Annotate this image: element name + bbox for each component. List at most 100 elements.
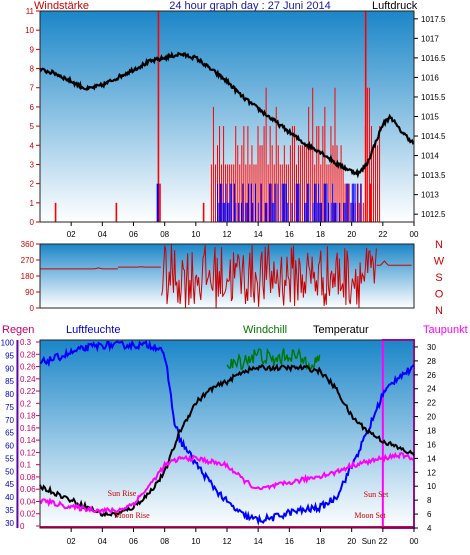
temp-x-tick-label: 22 — [378, 537, 387, 546]
wind-bar — [340, 145, 342, 222]
temperature-tick-label: 20 — [427, 413, 436, 422]
pressure-tick-label: 1015 — [421, 113, 439, 122]
gust-bar — [242, 183, 244, 222]
wind-bar — [275, 106, 277, 222]
gust-bar — [218, 202, 220, 222]
direction-tick-label: 90 — [25, 288, 34, 297]
wind-bar — [267, 164, 269, 222]
gust-bar — [360, 183, 362, 222]
wind-bar — [273, 164, 275, 222]
sunset-x-label: Sun — [362, 537, 376, 546]
pressure-axis-ticks: 1012.5 1013 1013.5 1014 1014.5 1015 1015.5 1016… — [414, 15, 446, 219]
wind-bar — [328, 164, 330, 222]
gust-bar — [228, 202, 230, 222]
pressure-tick-label: 1017.5 — [421, 15, 446, 24]
temperature-tick-label: 30 — [427, 343, 436, 352]
wind-bar — [227, 164, 229, 222]
rain-tick-label: 0.18 — [20, 412, 36, 421]
wind-bar — [293, 126, 295, 222]
gust-bar — [277, 183, 279, 222]
wind-x-tick-label: 18 — [316, 230, 325, 239]
gust-bar — [318, 183, 320, 222]
gust-bar — [284, 183, 286, 222]
pressure-tick-label: 1012.5 — [421, 210, 446, 219]
rain-tick-label: 0.02 — [20, 510, 36, 519]
gust-bar — [156, 183, 159, 222]
pressure-tick-label: 1013.5 — [421, 171, 446, 180]
temp-x-tick-label: 04 — [98, 537, 107, 546]
gust-bar — [240, 202, 242, 222]
wind-bar — [247, 126, 249, 222]
gust-bar — [339, 202, 341, 222]
wind-bar — [302, 145, 304, 222]
wind-bar — [379, 126, 381, 222]
wind-bar — [265, 87, 267, 223]
wind-bar — [358, 202, 360, 222]
wind-bar — [304, 145, 306, 222]
humidity-tick-label: 30 — [5, 519, 14, 528]
wind-bar — [334, 87, 336, 223]
gust-bar — [266, 202, 268, 222]
temp-x-tick-label: 08 — [160, 537, 169, 546]
wind-bar — [369, 183, 372, 222]
rain-tick-label: 0.06 — [20, 485, 36, 494]
pressure-axis-label: Luftdruck — [372, 0, 418, 12]
wind-bar — [283, 145, 285, 222]
gust-bar — [351, 183, 353, 222]
temperature-tick-label: 8 — [427, 496, 432, 505]
wind-bar — [332, 145, 334, 222]
gust-bar — [315, 183, 317, 222]
wind-x-tick-label: 10 — [191, 230, 200, 239]
gust-bar — [313, 183, 315, 222]
wind-x-tick-label: 04 — [98, 230, 107, 239]
gust-bar — [326, 183, 328, 222]
humidity-tick-label: 80 — [5, 390, 14, 399]
astro-label: Moon Rise — [114, 511, 150, 520]
astro-label: Moon Set — [354, 511, 386, 520]
wind-tick-label: 0 — [30, 218, 35, 227]
wind-bar — [287, 164, 289, 222]
gust-bar — [350, 202, 352, 222]
wind-bar — [259, 145, 261, 222]
pressure-tick-label: 1014.5 — [421, 132, 446, 141]
gust-bar — [248, 183, 250, 222]
compass-label: N — [435, 239, 443, 251]
wind-bar — [219, 126, 221, 222]
gust-bar — [305, 202, 307, 222]
gust-bar — [229, 183, 231, 222]
wind-bar — [364, 126, 366, 222]
temperature-tick-label: 24 — [427, 385, 436, 394]
wind-bar — [257, 126, 259, 222]
gust-bar — [336, 202, 338, 222]
wind-bar — [235, 126, 237, 222]
pressure-tick-label: 1015.5 — [421, 93, 446, 102]
direction-tick-label: 180 — [21, 272, 35, 281]
wind-x-tick-label: 08 — [160, 230, 169, 239]
pressure-line — [38, 51, 415, 179]
gust-bar — [304, 202, 306, 222]
wind-bar — [298, 145, 300, 222]
wind-bar — [342, 164, 344, 222]
rain-axis-ticks: 0 0.02 0.04 0.06 0.08 0.1 0.12 0.14 0.16 0.18 0.2 0… — [17, 338, 40, 531]
humidity-tick-label: 40 — [5, 493, 14, 502]
rain-tick-label: 0 — [20, 522, 25, 531]
humidity-axis-ticks: 30 35 40 45 50 55 60 65 70 75 80 85 90 95 100 — [1, 339, 18, 528]
gust-bar — [269, 183, 271, 222]
direction-panel-background — [40, 244, 414, 308]
wind-tick-label: 7 — [30, 84, 35, 93]
dewpoint-label: Taupunkt — [423, 324, 468, 336]
wind-bar — [324, 106, 326, 222]
gust-bar — [330, 202, 332, 222]
wind-x-tick-label: 00 — [410, 230, 419, 239]
gust-bar — [273, 202, 275, 222]
gust-bars — [156, 183, 362, 222]
gust-bar — [271, 202, 273, 222]
rain-tick-label: 0.1 — [20, 461, 32, 470]
wind-bar — [237, 145, 239, 222]
humidity-tick-label: 60 — [5, 442, 14, 451]
wind-bar — [377, 145, 379, 222]
gust-bar — [344, 202, 346, 222]
wind-direction-line — [40, 244, 412, 309]
temperature-tick-label: 26 — [427, 371, 436, 380]
